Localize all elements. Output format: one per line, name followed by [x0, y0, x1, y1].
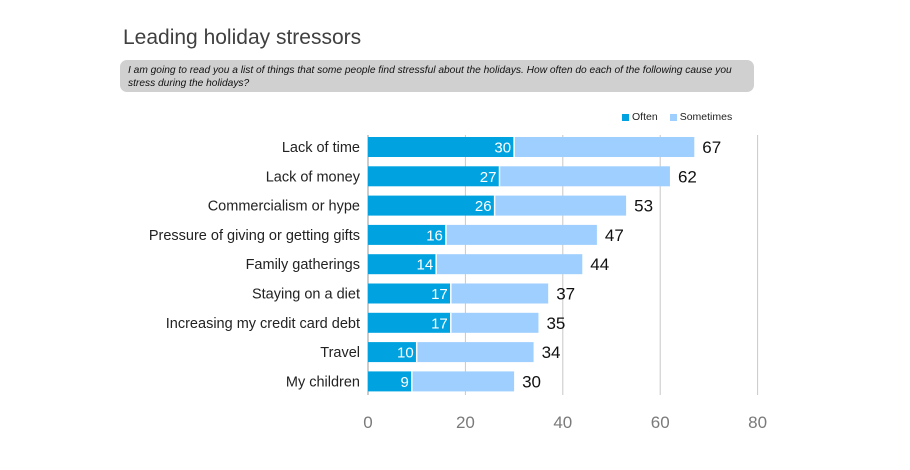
bar-sometimes	[411, 371, 515, 392]
bar-sometimes	[416, 342, 534, 363]
data-label-often: 17	[431, 286, 448, 303]
category-label: Lack of time	[282, 140, 360, 156]
category-label: Family gatherings	[246, 257, 360, 273]
data-label-often: 14	[416, 257, 433, 274]
category-label: Commercialism or hype	[208, 199, 360, 215]
x-tick-label: 80	[748, 413, 767, 432]
data-label-often: 10	[397, 345, 414, 362]
bar-often	[368, 312, 451, 333]
legend-item-sometimes: Sometimes	[669, 111, 733, 123]
chart-title: Leading holiday stressors	[123, 26, 362, 49]
x-tick-label: 0	[363, 413, 372, 432]
bar-often	[368, 224, 446, 245]
category-label: Staying on a diet	[252, 287, 360, 303]
bar-often	[368, 371, 412, 392]
data-label-often: 26	[475, 198, 492, 215]
legend: Often Sometimes	[622, 111, 732, 123]
bar-sometimes	[499, 166, 670, 187]
data-label-total: 34	[542, 343, 561, 362]
legend-label-sometimes: Sometimes	[679, 111, 733, 123]
data-label-total: 53	[634, 197, 653, 216]
category-label: Increasing my credit card debt	[166, 316, 360, 332]
data-label-often: 17	[431, 315, 448, 332]
x-tick-label: 60	[651, 413, 670, 432]
data-label-often: 16	[426, 227, 443, 244]
bar-sometimes	[450, 283, 549, 304]
data-label-total: 67	[702, 138, 721, 157]
x-tick-label: 40	[553, 413, 572, 432]
bar-often	[368, 195, 495, 216]
bar-sometimes	[514, 137, 695, 157]
x-tick-label: 20	[456, 413, 475, 432]
bar-often	[368, 137, 515, 157]
bar-often	[368, 254, 437, 275]
legend-swatch-sometimes	[669, 113, 677, 121]
category-label: Travel	[320, 345, 360, 361]
data-label-total: 47	[605, 226, 624, 245]
bar-sometimes	[494, 195, 627, 216]
question-text: I am going to read you a list of things …	[120, 60, 754, 92]
data-label-total: 37	[556, 285, 575, 304]
data-label-total: 62	[678, 167, 697, 186]
category-label: Pressure of giving or getting gifts	[149, 228, 360, 244]
category-label: Lack of money	[266, 169, 361, 185]
bar-sometimes	[445, 224, 597, 245]
data-label-total: 44	[590, 255, 609, 274]
legend-label-often: Often	[632, 111, 658, 123]
legend-item-often: Often	[622, 111, 658, 123]
legend-swatch-often	[622, 113, 629, 121]
data-label-often: 9	[400, 374, 408, 391]
bar-often	[368, 283, 451, 304]
bar-sometimes	[450, 312, 539, 333]
bar-often	[368, 342, 417, 363]
data-label-often: 27	[480, 169, 497, 186]
bar-often	[368, 166, 500, 187]
category-label: My children	[286, 374, 360, 390]
data-label-total: 30	[522, 372, 541, 391]
data-label-often: 30	[494, 140, 511, 157]
data-label-total: 35	[546, 314, 565, 333]
bar-sometimes	[436, 254, 583, 275]
